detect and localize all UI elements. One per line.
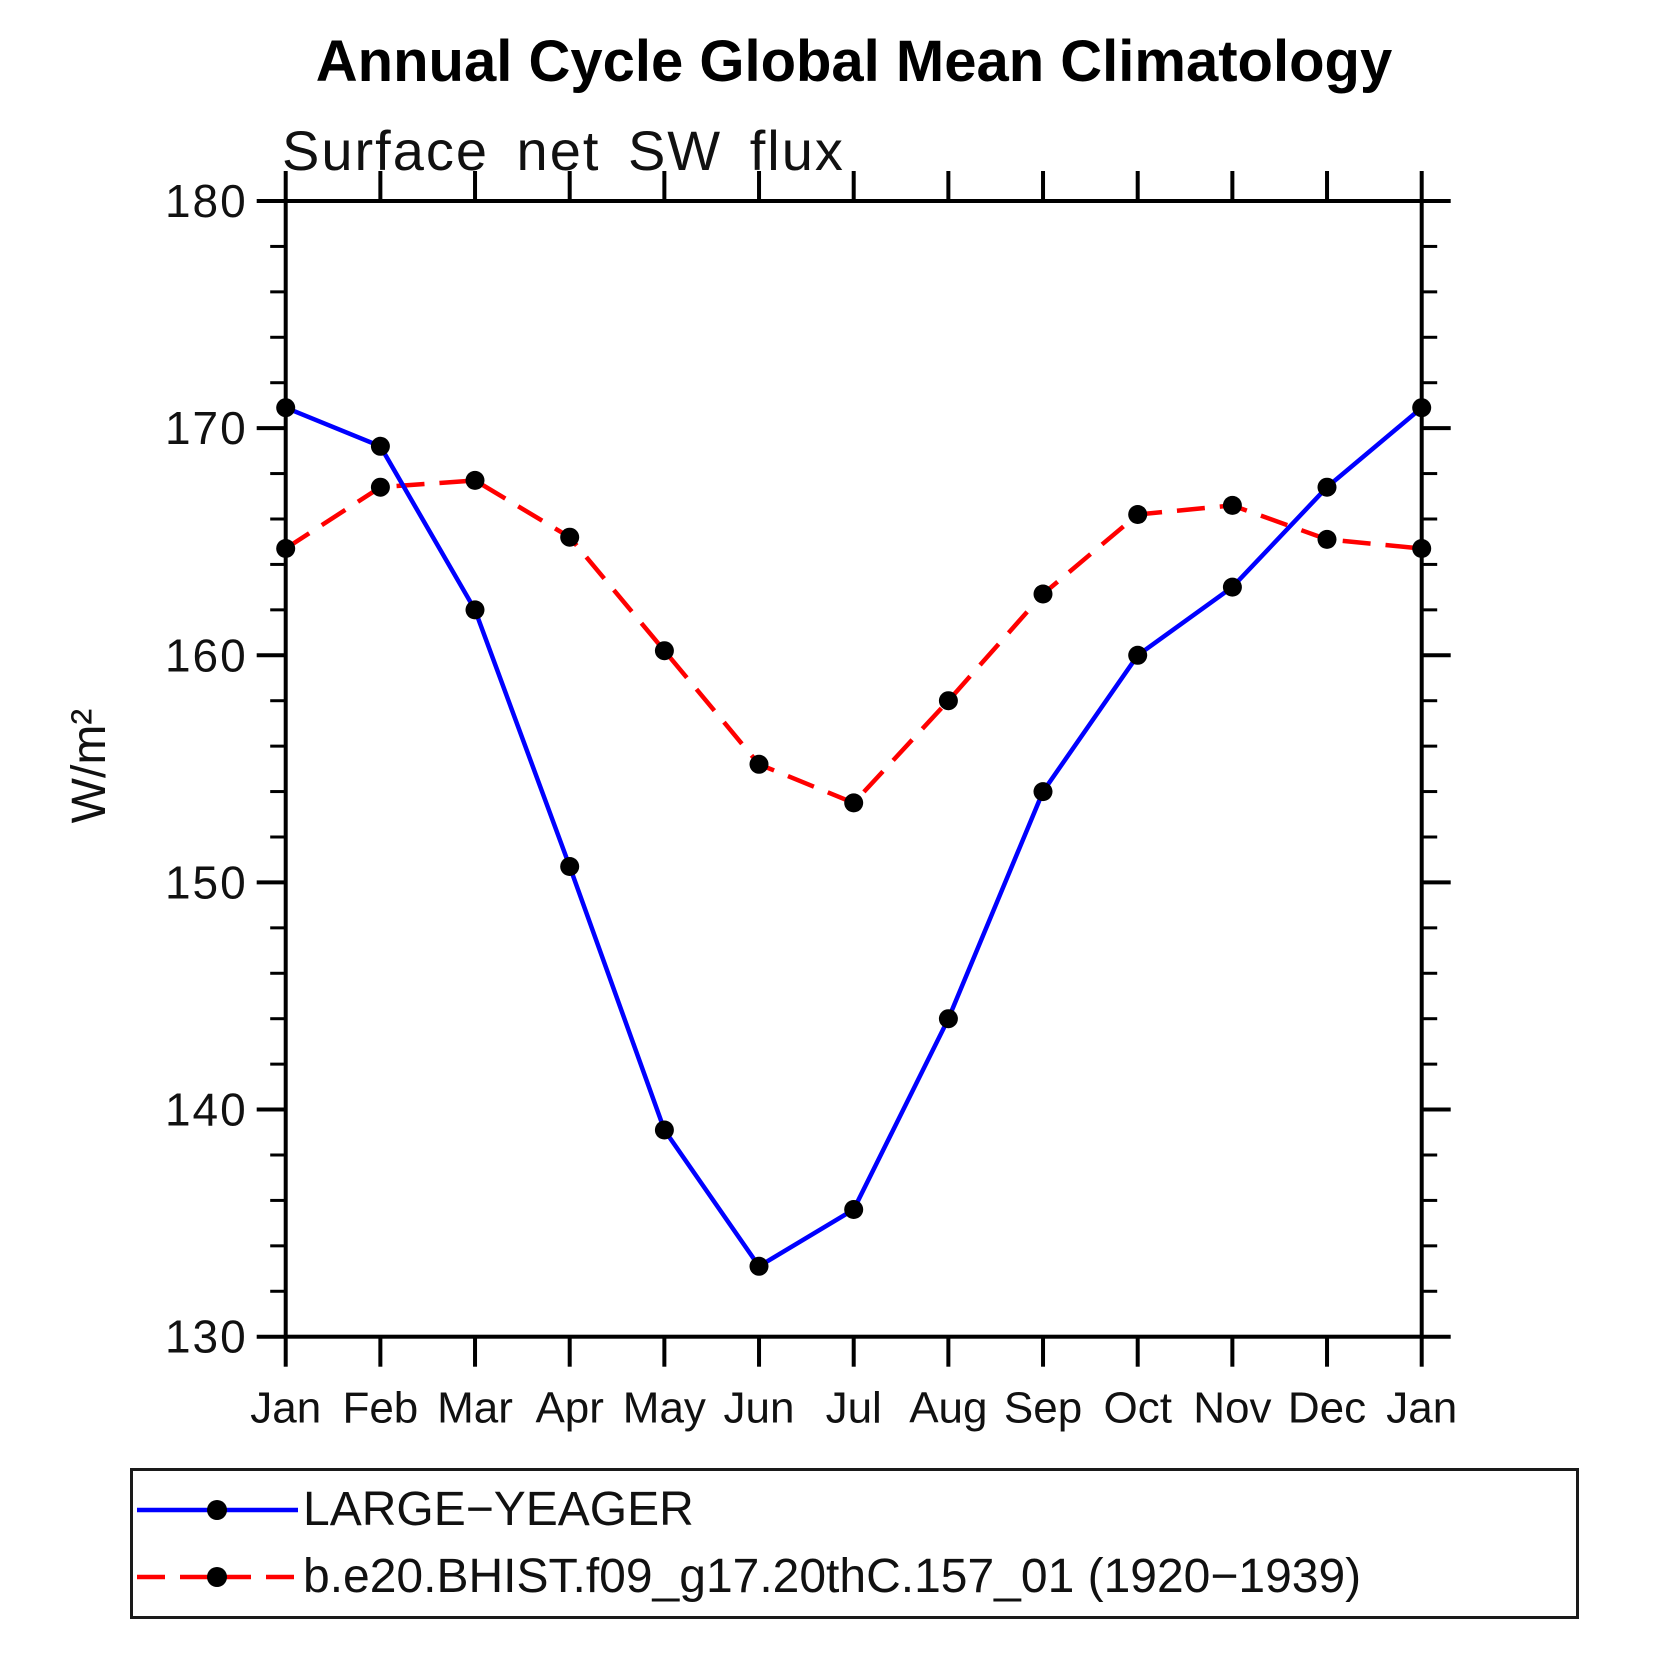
series-1-marker [749,754,769,774]
chart-title: Annual Cycle Global Mean Climatology [315,29,1393,94]
series-0-marker [1317,477,1337,497]
x-tick-label: Jun [724,1384,795,1433]
x-tick-label: Jan [250,1384,321,1433]
series-0-marker [654,1120,674,1140]
series-0-marker [1128,645,1148,665]
series-1-marker [1222,495,1242,515]
series-0-marker [465,600,485,620]
series-1-marker [465,470,485,490]
series-1-marker [560,527,580,547]
legend-item-large-yeager: LARGE−YEAGER [133,1481,694,1539]
series-1-marker [370,477,390,497]
series-0-marker [1033,782,1053,802]
legend-swatch-dashed-line [137,1567,298,1587]
series-0-line [284,405,1424,1270]
legend-item-model-run: b.e20.BHIST.f09_g17.20thC.157_01 (1920−1… [133,1548,1361,1606]
series-1-marker [1128,505,1148,524]
series-1-marker [1412,539,1432,558]
y-tick-label: 150 [165,856,248,908]
series-0-marker [560,857,580,876]
x-tick-label: Feb [342,1384,418,1433]
legend-label: LARGE−YEAGER [303,1483,694,1536]
series-0-marker [844,1200,864,1219]
x-tick-label: Jan [1386,1384,1457,1433]
x-tick-label: Dec [1288,1384,1366,1433]
x-tick-label: Sep [1004,1384,1082,1433]
x-tick-label: Jul [826,1384,882,1433]
series-0-marker [938,1009,958,1029]
series-0-marker [749,1256,769,1276]
y-tick-label: 140 [165,1084,248,1136]
x-tick-label: Mar [437,1384,513,1433]
series-0-marker [1412,398,1432,418]
x-tick-label: Apr [535,1384,603,1433]
x-tick-label: Oct [1103,1384,1171,1433]
legend-swatch-solid-line [137,1500,298,1520]
x-tick-label: Aug [909,1384,987,1433]
series-1-marker [1317,529,1337,549]
y-tick-label: 180 [165,175,248,227]
y-tick-label: 130 [165,1311,248,1363]
series-1-marker [654,641,674,661]
series-1-marker [276,539,296,558]
series-0-marker [370,436,390,456]
y-tick-label: 170 [165,402,248,454]
series-1-line [284,478,1422,806]
legend-label: b.e20.BHIST.f09_g17.20thC.157_01 (1920−1… [303,1550,1362,1603]
x-tick-label: May [623,1384,706,1433]
y-tick-label: 160 [165,629,248,681]
chart-subtitle: Surface net SW flux [282,119,845,182]
series-1-marker [844,793,864,813]
series-1-marker [938,691,958,711]
series-1-marker [1033,584,1053,604]
plot-frame [283,199,1424,1339]
series-0-marker [1222,577,1242,597]
series-0-marker [276,398,296,418]
x-tick-label: Nov [1193,1384,1271,1433]
legend: LARGE−YEAGER b.e20.BHIST.f09_g17.20thC.1… [130,1468,1579,1619]
